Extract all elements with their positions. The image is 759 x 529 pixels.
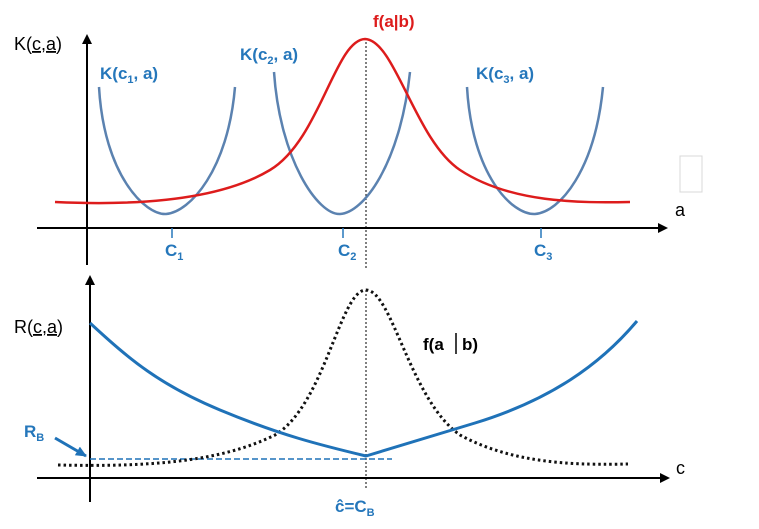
kernel-curve-c2 [272, 71, 412, 216]
posterior-label-bottom-right: b) [462, 335, 478, 354]
decorative-box [679, 155, 703, 193]
kernel-curve-c1 [97, 86, 237, 216]
bottom-x-axis-label: c [676, 458, 685, 478]
tick-label-c2: C2 [338, 241, 356, 263]
bottom-y-axis-label: R(c,a) [14, 317, 63, 337]
posterior-curve-top [54, 37, 631, 205]
tick-label-c3: C3 [534, 241, 552, 263]
risk-curve [88, 320, 639, 458]
kernel-label-c2: K(c2, a) [240, 45, 298, 67]
bottom-panel: R(c,a) c f(a b) RB ĉ=CB [14, 275, 685, 519]
bayes-risk-label: RB [24, 422, 44, 444]
posterior-label-top: f(a|b) [373, 12, 415, 31]
optimum-label: ĉ=CB [335, 497, 375, 519]
top-panel: K(c,a) a K(c1, a) K(c2, a) K(c3, a) f(a|… [14, 12, 703, 268]
posterior-curve-bottom [57, 288, 629, 467]
posterior-label-bottom-left: f(a [423, 335, 444, 354]
bayes-risk-arrow [54, 436, 87, 458]
tick-label-c1: C1 [165, 241, 183, 263]
kernel-label-c1: K(c1, a) [100, 64, 158, 86]
top-y-axis-label: K(c,a) [14, 34, 62, 54]
kernel-label-c3: K(c3, a) [476, 64, 534, 86]
top-x-axis-label: a [675, 200, 686, 220]
kernel-curve-c3 [465, 86, 605, 216]
